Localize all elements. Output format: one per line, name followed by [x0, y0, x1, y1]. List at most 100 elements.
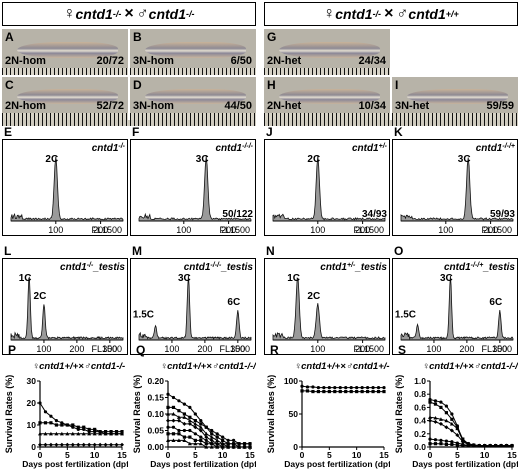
data-point: [382, 386, 385, 389]
y-tick-label: 0: [293, 442, 298, 452]
data-point: [43, 443, 47, 447]
panel-letter: B: [133, 30, 142, 44]
data-point: [232, 439, 235, 442]
x-tick-label: 0: [428, 450, 433, 460]
fish-photo-C: C 2N-hom 52/72: [2, 77, 128, 120]
flow-panel-N: 100 200 FL1500 1C 2C cntd1+/-_testis: [264, 258, 390, 355]
y-tick-label: 0: [31, 442, 36, 452]
data-point: [177, 409, 180, 412]
data-point: [193, 422, 197, 426]
data-point: [205, 439, 208, 442]
data-point: [76, 443, 80, 447]
y-tick-label: 0.6: [414, 402, 426, 412]
data-point: [227, 439, 230, 442]
data-point: [478, 444, 481, 447]
x-tick-label: 5: [65, 450, 70, 460]
ruler-strip: [264, 120, 518, 126]
data-point: [183, 429, 186, 432]
x-axis-label: Days post fertilization (dpf): [284, 459, 390, 469]
data-point: [60, 423, 63, 426]
x-tick-label: 10: [352, 450, 362, 460]
y-tick-label: 10: [27, 420, 37, 430]
chart-title: ♀cntd1+/+×♂cntd1-/-/-: [160, 361, 256, 372]
panel-letter: I: [395, 78, 398, 92]
data-point: [361, 386, 364, 389]
x-tick-label: 10: [90, 450, 100, 460]
y-tick-label: 0.00: [147, 442, 164, 452]
histogram-area: [11, 278, 123, 341]
data-point: [93, 428, 96, 431]
y-tick-label: 0.10: [147, 409, 164, 419]
x-tick-label: 0: [300, 450, 305, 460]
genotype-title: cntd1-/-/-: [215, 143, 253, 154]
data-point: [317, 386, 320, 389]
genotype-label: 2N-het: [267, 55, 301, 67]
data-point: [93, 443, 97, 447]
data-point: [82, 426, 85, 429]
data-point: [428, 419, 432, 423]
fraction-label: 10/34: [358, 100, 386, 112]
data-point: [499, 444, 502, 447]
data-point: [199, 439, 202, 442]
data-point: [216, 436, 219, 439]
data-point: [49, 415, 52, 418]
chart-title: ♀cntd1+/+×♂cntd1-/-: [32, 361, 125, 372]
data-point: [172, 432, 175, 435]
genotype-label: 2N-het: [267, 100, 301, 112]
x-tick-label: 5: [327, 450, 332, 460]
panel-letter: K: [394, 125, 403, 139]
data-point: [49, 421, 52, 424]
genotype-title: cntd1-/-/+: [476, 143, 515, 154]
y-tick-label: 30: [27, 376, 37, 386]
data-point: [456, 443, 459, 446]
male-symbol: ♂: [137, 5, 149, 23]
data-point: [328, 390, 331, 393]
data-point: [71, 443, 75, 447]
flow-panel-F: 100 200 FL1500 3C cntd1-/-/- 50/122: [130, 139, 256, 236]
survival-chart-Q: ♀cntd1+/+×♂cntd1-/-/-Survival Rates (%)D…: [130, 345, 256, 469]
data-point: [428, 401, 431, 404]
data-point: [109, 443, 113, 447]
data-point: [172, 406, 175, 409]
data-point: [494, 444, 497, 447]
data-point: [300, 389, 303, 392]
data-point: [210, 432, 213, 435]
x-axis-label: FL1500: [481, 225, 512, 235]
data-point: [66, 423, 69, 426]
fish-photo-G: G 2N-het 24/34: [264, 29, 390, 75]
fraction-label: 44/50: [224, 100, 252, 112]
header-right-gene1: cntd1: [335, 6, 372, 22]
x-axis-label: FL1500: [219, 225, 250, 235]
fraction-label: 34/93: [362, 209, 387, 220]
data-point: [434, 403, 437, 406]
data-point: [166, 426, 169, 429]
panel-letter: E: [4, 125, 12, 139]
data-point: [339, 390, 342, 393]
flow-histogram: 100 200 300FL1500 1.5C 3C 6C cntd1-/-/-_testis: [131, 259, 257, 356]
data-point: [445, 411, 448, 414]
header-left: ♀ cntd1 -/- × ♂ cntd1 -/-: [2, 2, 256, 26]
data-point: [445, 443, 448, 446]
data-point: [177, 399, 180, 402]
cross-symbol: ×: [384, 5, 393, 23]
flow-histogram: 100 200 300FL15001.5C3C6Ccntd1-/-/+_testis: [393, 259, 519, 356]
flow-panel-J: 100 200 FL1500 2C cntd1+/- 34/93: [264, 139, 390, 236]
y-tick-label: 0.8: [414, 389, 426, 399]
data-point: [183, 436, 186, 439]
data-point: [439, 406, 442, 409]
data-point: [333, 386, 336, 389]
data-point: [450, 443, 453, 446]
genotype-label: 3N-hom: [133, 55, 174, 67]
x-tick-label: 10: [218, 450, 228, 460]
peak-label-2C: 2C: [307, 154, 320, 165]
female-symbol: ♀: [323, 5, 335, 23]
y-tick-label: 0.15: [147, 393, 164, 403]
peak-label-2C: 2C: [34, 291, 47, 302]
panel-letter: O: [394, 244, 403, 258]
data-point: [428, 437, 431, 440]
data-point: [322, 390, 325, 393]
panel-letter: D: [133, 78, 142, 92]
header-right-sup2: +/+: [446, 9, 459, 19]
flow-histogram: 100 200FL15003Ccntd1-/-/+59/93: [393, 140, 519, 237]
data-point: [248, 442, 251, 445]
